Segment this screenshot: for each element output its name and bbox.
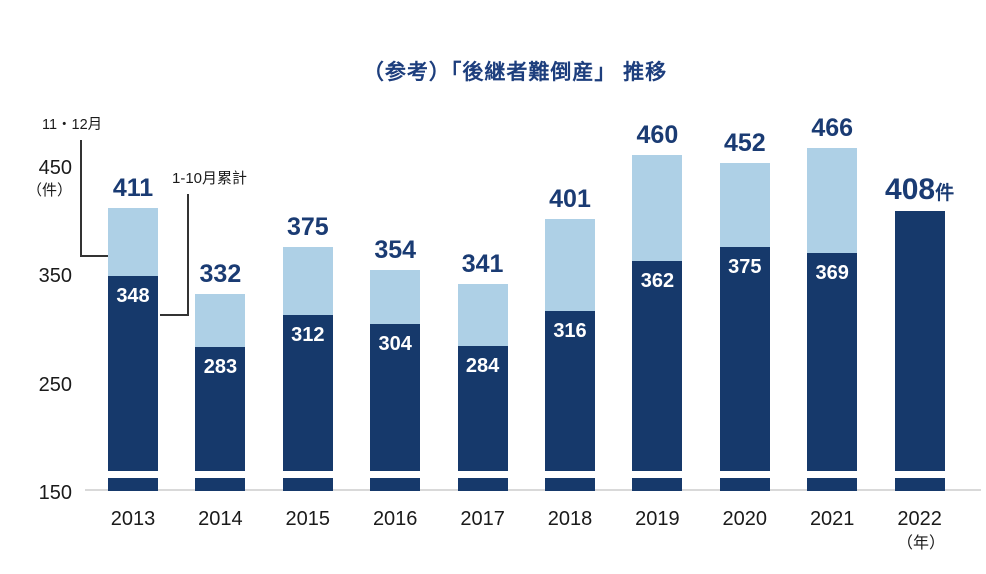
bar-segment-dark bbox=[545, 310, 595, 471]
bar-axis-break-stub bbox=[370, 478, 421, 491]
y-tick-label: 350 bbox=[38, 265, 72, 287]
total-value-label: 408件 bbox=[885, 173, 955, 207]
total-value-label: 375 bbox=[286, 212, 329, 241]
annotation-jan-oct-line-horizontal bbox=[160, 314, 189, 316]
bar-segment-dark bbox=[719, 246, 770, 471]
bar-segment-light bbox=[632, 154, 683, 261]
total-value-label: 460 bbox=[636, 120, 679, 149]
bar-axis-break-stub bbox=[545, 478, 595, 491]
bar-segment-dark bbox=[807, 253, 858, 471]
x-axis-unit-label: （年） bbox=[896, 535, 945, 552]
annotation-nov-dec-line-vertical bbox=[80, 140, 82, 257]
total-value-label: 466 bbox=[811, 114, 854, 143]
y-tick-label: 150 bbox=[38, 482, 72, 504]
x-tick-label: 2016 bbox=[372, 508, 418, 530]
x-tick-label: 2021 bbox=[809, 508, 855, 530]
total-value-label: 332 bbox=[199, 259, 242, 288]
annotation-nov-dec-label: 11・12月 bbox=[42, 117, 103, 133]
bar-axis-break-stub bbox=[108, 478, 158, 491]
x-tick-label: 2013 bbox=[110, 508, 156, 530]
x-tick-label: 2014 bbox=[198, 508, 243, 530]
bar-segment-dark bbox=[370, 323, 421, 471]
annotation-jan-oct-label: 1-10月累計 bbox=[172, 170, 248, 187]
inside-value-label: 304 bbox=[378, 332, 412, 355]
bar-segment-dark bbox=[632, 260, 683, 471]
bar-segment-dark bbox=[282, 315, 333, 471]
inside-value-label: 375 bbox=[728, 255, 762, 278]
bar-axis-break-stub bbox=[894, 478, 945, 491]
total-value-label: 341 bbox=[461, 249, 504, 278]
annotation-nov-dec-line-horizontal bbox=[80, 255, 108, 257]
x-tick-label: 2019 bbox=[635, 508, 680, 530]
inside-value-label: 312 bbox=[291, 324, 325, 347]
bar-axis-break-stub bbox=[195, 478, 246, 491]
inside-value-label: 284 bbox=[465, 354, 500, 377]
x-tick-label: 2018 bbox=[547, 508, 593, 530]
bar-segment-light bbox=[807, 148, 858, 254]
inside-value-label: 316 bbox=[553, 319, 587, 342]
bar-segment-dark bbox=[108, 276, 158, 471]
bar-segment-dark bbox=[894, 211, 945, 471]
y-tick-label: 250 bbox=[38, 373, 72, 396]
bar-axis-break-stub bbox=[457, 478, 508, 491]
inside-value-label: 348 bbox=[116, 285, 150, 308]
bar-segment-dark bbox=[195, 346, 246, 471]
total-value-label: 452 bbox=[723, 129, 766, 158]
annotation-jan-oct-line-vertical bbox=[187, 194, 189, 316]
x-tick-label: 2015 bbox=[285, 508, 331, 530]
bar-axis-break-stub bbox=[632, 478, 683, 491]
inside-value-label: 362 bbox=[640, 269, 675, 292]
bar-segment-light bbox=[719, 163, 770, 247]
bar-axis-break-stub bbox=[807, 478, 858, 491]
x-axis-line bbox=[85, 489, 981, 491]
bar-axis-break-stub bbox=[719, 478, 770, 491]
total-value-label: 411 bbox=[112, 173, 154, 202]
bar-segment-light bbox=[545, 218, 595, 311]
x-tick-label: 2022 bbox=[897, 508, 942, 530]
bar-segment-light bbox=[370, 269, 421, 324]
inside-value-label: 283 bbox=[203, 355, 238, 378]
bar-segment-light bbox=[282, 246, 333, 316]
y-tick-label: 450 bbox=[38, 156, 72, 179]
bar-segment-light bbox=[457, 283, 508, 346]
total-value-label: 401 bbox=[549, 184, 591, 213]
bar-segment-dark bbox=[457, 345, 508, 471]
y-axis-unit-label: （件） bbox=[26, 182, 72, 199]
inside-value-label: 369 bbox=[815, 262, 849, 285]
bar-segment-light bbox=[108, 207, 158, 277]
chart-title: （参考）「後継者難倒産」 推移 bbox=[362, 61, 668, 84]
bar-axis-break-stub bbox=[282, 478, 333, 491]
total-unit-suffix: 件 bbox=[935, 183, 955, 205]
bar-segment-light bbox=[195, 293, 246, 347]
x-tick-label: 2020 bbox=[722, 508, 768, 530]
x-tick-label: 2017 bbox=[460, 508, 505, 530]
total-value-label: 354 bbox=[374, 235, 417, 264]
